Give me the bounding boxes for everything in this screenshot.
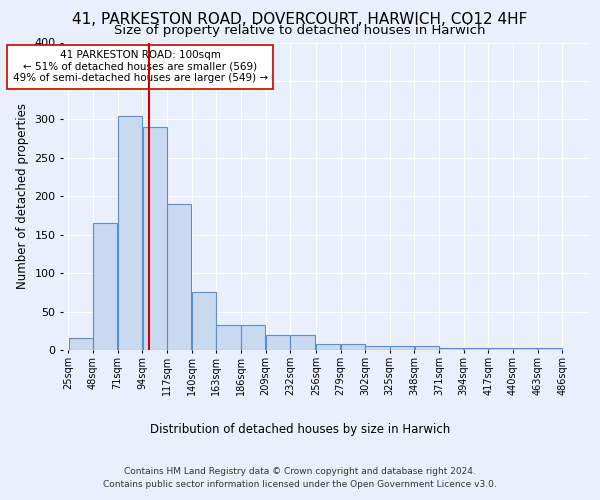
Bar — [415, 346, 439, 350]
Bar — [241, 324, 265, 350]
Bar — [68, 338, 93, 350]
Bar — [464, 348, 488, 350]
Text: Contains HM Land Registry data © Crown copyright and database right 2024.: Contains HM Land Registry data © Crown c… — [124, 468, 476, 476]
Bar — [439, 348, 463, 350]
Text: 41 PARKESTON ROAD: 100sqm
← 51% of detached houses are smaller (569)
49% of semi: 41 PARKESTON ROAD: 100sqm ← 51% of detac… — [13, 50, 268, 84]
Bar — [266, 334, 290, 350]
Y-axis label: Number of detached properties: Number of detached properties — [16, 104, 29, 289]
Text: Distribution of detached houses by size in Harwich: Distribution of detached houses by size … — [150, 422, 450, 436]
Bar — [118, 116, 142, 350]
Bar — [167, 204, 191, 350]
Bar — [290, 334, 314, 350]
Bar — [538, 348, 562, 350]
Bar — [217, 324, 241, 350]
Text: Size of property relative to detached houses in Harwich: Size of property relative to detached ho… — [114, 24, 486, 37]
Bar — [192, 292, 216, 350]
Bar — [93, 223, 118, 350]
Bar — [316, 344, 340, 350]
Bar — [488, 348, 513, 350]
Bar — [513, 348, 538, 350]
Bar — [143, 127, 167, 350]
Text: Contains public sector information licensed under the Open Government Licence v3: Contains public sector information licen… — [103, 480, 497, 489]
Text: 41, PARKESTON ROAD, DOVERCOURT, HARWICH, CO12 4HF: 41, PARKESTON ROAD, DOVERCOURT, HARWICH,… — [73, 12, 527, 28]
Bar — [365, 346, 389, 350]
Bar — [341, 344, 365, 350]
Bar — [390, 346, 414, 350]
